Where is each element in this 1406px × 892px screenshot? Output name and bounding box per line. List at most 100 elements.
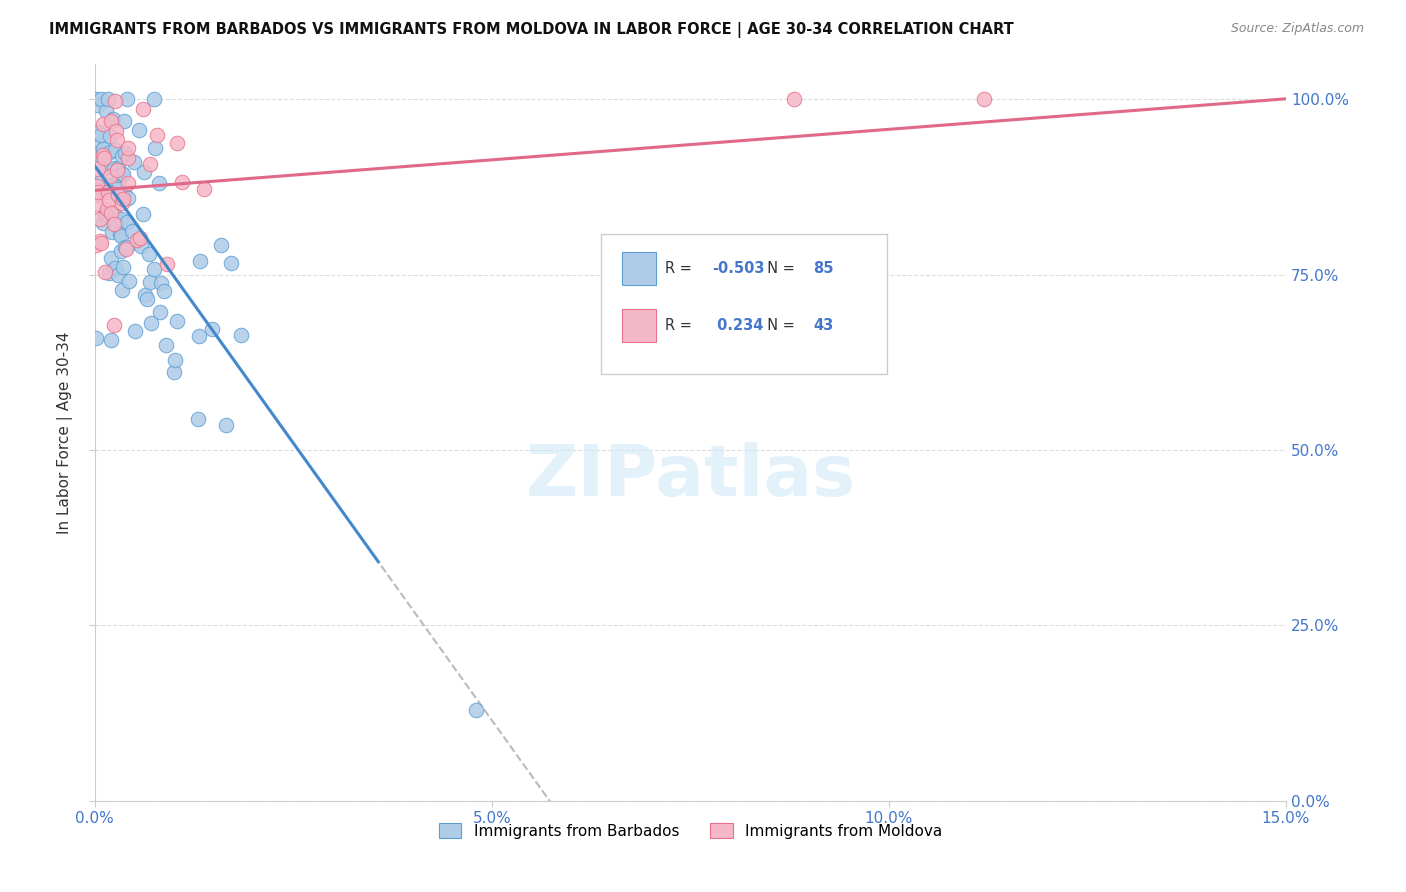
Point	[103, 318, 125, 332]
Point	[131, 102, 153, 116]
Text: N =: N =	[758, 261, 800, 277]
Point	[84, 331, 107, 345]
Point	[219, 256, 242, 270]
Point	[142, 92, 165, 106]
Point	[117, 176, 139, 190]
Point	[104, 261, 127, 276]
Point	[97, 186, 120, 200]
FancyBboxPatch shape	[600, 234, 887, 374]
Point	[107, 268, 129, 282]
Point	[87, 97, 110, 112]
Point	[104, 143, 127, 157]
Point	[110, 212, 132, 227]
Point	[93, 142, 115, 156]
Point	[97, 92, 120, 106]
Point	[209, 238, 232, 252]
Point	[86, 140, 108, 154]
Point	[84, 92, 107, 106]
Point	[104, 218, 127, 232]
Point	[107, 161, 129, 175]
Point	[100, 251, 122, 265]
FancyBboxPatch shape	[623, 252, 655, 285]
Point	[114, 240, 136, 254]
Point	[93, 151, 115, 165]
Point	[139, 317, 162, 331]
Point	[94, 104, 117, 119]
Point	[103, 161, 125, 176]
FancyBboxPatch shape	[623, 309, 655, 343]
Point	[91, 148, 114, 162]
Point	[98, 129, 121, 144]
Point	[96, 207, 118, 221]
Point	[108, 227, 131, 241]
Point	[94, 265, 117, 279]
Point	[143, 140, 166, 154]
Point	[90, 236, 112, 251]
Point	[149, 305, 172, 319]
Point	[87, 186, 110, 200]
Text: R =: R =	[665, 318, 697, 333]
Point	[100, 178, 122, 192]
Point	[124, 324, 146, 338]
Point	[132, 207, 155, 221]
Point	[100, 333, 122, 347]
Point	[111, 196, 134, 211]
Point	[111, 167, 134, 181]
Point	[973, 92, 995, 106]
Text: ZIPatlas: ZIPatlas	[526, 442, 855, 511]
Point	[193, 181, 215, 195]
Point	[153, 284, 176, 298]
Point	[112, 260, 135, 275]
Point	[101, 225, 124, 239]
Point	[112, 114, 135, 128]
Point	[115, 242, 138, 256]
Point	[97, 266, 120, 280]
Point	[112, 186, 135, 200]
Point	[108, 190, 131, 204]
Point	[149, 276, 172, 290]
Point	[111, 192, 134, 206]
Point	[110, 229, 132, 244]
Point	[148, 177, 170, 191]
Point	[107, 187, 129, 202]
Point	[110, 244, 132, 259]
Point	[87, 188, 110, 202]
Point	[107, 133, 129, 147]
Text: 85: 85	[813, 261, 834, 277]
Point	[101, 112, 124, 126]
Point	[105, 123, 128, 137]
Text: N =: N =	[758, 318, 800, 333]
Text: 0.234: 0.234	[711, 318, 763, 333]
Point	[229, 328, 252, 343]
Point	[117, 151, 139, 165]
Point	[138, 246, 160, 260]
Point	[128, 123, 150, 137]
Point	[111, 167, 134, 181]
Point	[89, 235, 111, 249]
Text: -0.503: -0.503	[711, 261, 765, 277]
Point	[87, 125, 110, 139]
Point	[89, 211, 111, 226]
Point	[131, 239, 153, 253]
Point	[139, 275, 162, 289]
Point	[104, 95, 127, 109]
Point	[107, 168, 129, 182]
Point	[96, 202, 118, 217]
Point	[155, 338, 177, 352]
Point	[146, 128, 169, 143]
Point	[107, 174, 129, 188]
Text: 43: 43	[813, 318, 834, 333]
Point	[122, 155, 145, 169]
Point	[188, 253, 211, 268]
Point	[103, 217, 125, 231]
Point	[118, 275, 141, 289]
Point	[90, 92, 112, 106]
Point	[86, 147, 108, 161]
Point	[94, 161, 117, 175]
Point	[128, 231, 150, 245]
Point	[87, 162, 110, 177]
Point	[215, 418, 238, 433]
Point	[86, 197, 108, 211]
Legend: Immigrants from Barbados, Immigrants from Moldova: Immigrants from Barbados, Immigrants fro…	[433, 816, 948, 845]
Point	[464, 703, 486, 717]
